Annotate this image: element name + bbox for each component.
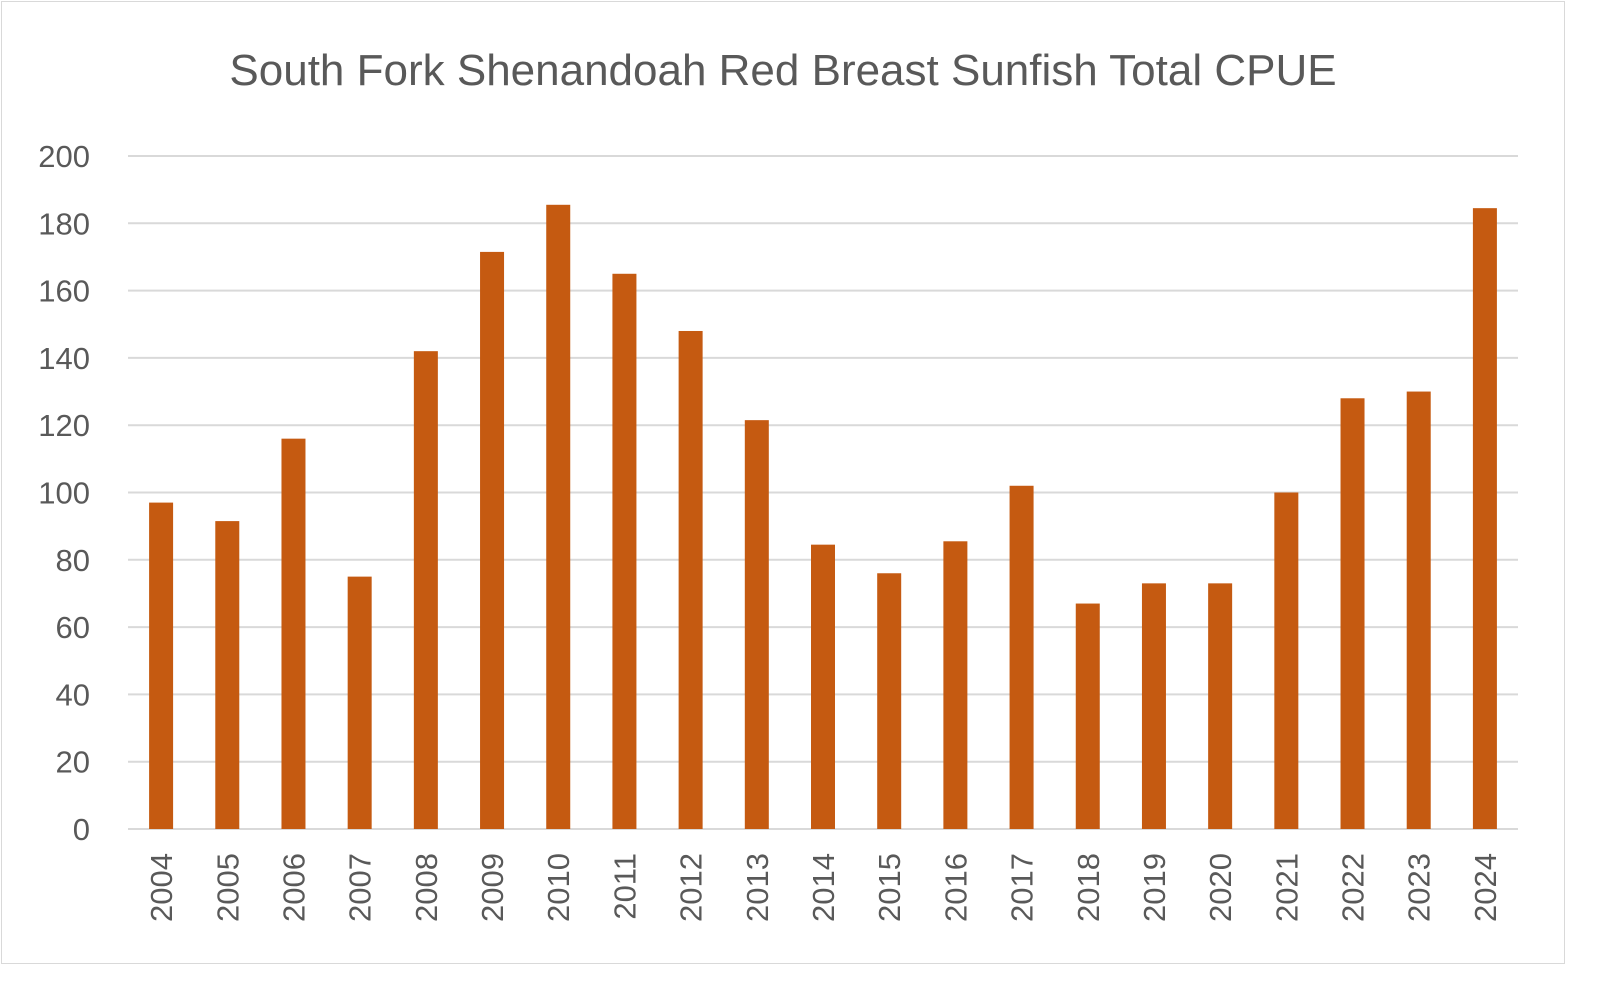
bar-2008 xyxy=(413,351,438,829)
bar-2007 xyxy=(347,576,372,829)
y-tick-label: 200 xyxy=(38,139,90,174)
bar-2010 xyxy=(546,204,571,830)
y-tick-label: 0 xyxy=(73,812,90,847)
bar-2012 xyxy=(678,330,703,829)
x-tick-label: 2008 xyxy=(409,853,444,922)
x-tick-label: 2010 xyxy=(541,853,576,922)
x-tick-label: 2017 xyxy=(1005,853,1040,922)
bar-2014 xyxy=(811,544,835,829)
x-tick-label: 2004 xyxy=(144,853,179,922)
y-tick-label: 80 xyxy=(56,543,90,578)
x-axis-ticks: 2004 2005 2006 2007 2008 2009 2010 2011 2012 2013… xyxy=(144,853,1503,922)
x-tick-label: 2015 xyxy=(872,853,907,922)
bar-2017 xyxy=(1009,485,1034,829)
y-tick-label: 100 xyxy=(38,476,90,511)
x-tick-label: 2011 xyxy=(607,853,642,920)
bars xyxy=(149,204,1497,830)
bar-2023 xyxy=(1406,391,1431,829)
bar-2022 xyxy=(1340,398,1365,829)
x-tick-label: 2006 xyxy=(276,853,311,922)
x-tick-label: 2022 xyxy=(1336,853,1371,922)
x-tick-label: 2016 xyxy=(938,853,973,922)
bar-2019 xyxy=(1141,583,1166,829)
y-axis-ticks: 0 20 40 60 80 100 120 140 160 180 200 xyxy=(38,139,90,847)
bar-2018 xyxy=(1075,603,1100,829)
bar-2024 xyxy=(1472,208,1497,830)
x-tick-label: 2018 xyxy=(1071,853,1106,922)
y-tick-label: 120 xyxy=(38,408,90,443)
bar-2005 xyxy=(215,521,240,829)
y-tick-label: 180 xyxy=(38,206,90,241)
x-tick-label: 2007 xyxy=(343,853,378,922)
x-tick-label: 2014 xyxy=(806,853,841,922)
chart-frame xyxy=(1,1,1565,964)
bar-2011 xyxy=(612,273,637,829)
x-tick-label: 2012 xyxy=(674,853,709,922)
y-tick-label: 20 xyxy=(56,745,90,780)
bar-2009 xyxy=(480,251,505,830)
bar-2013 xyxy=(744,420,769,829)
y-tick-label: 60 xyxy=(56,610,90,645)
x-tick-label: 2023 xyxy=(1402,853,1437,922)
bar-2006 xyxy=(281,438,306,829)
chart-title: South Fork Shenandoah Red Breast Sunfish… xyxy=(229,46,1336,95)
bar-2020 xyxy=(1208,583,1233,829)
bar-2021 xyxy=(1274,492,1299,829)
x-tick-label: 2024 xyxy=(1468,853,1503,922)
x-tick-label: 2013 xyxy=(740,853,775,922)
bar-2016 xyxy=(943,541,968,829)
bar-2004 xyxy=(149,502,174,829)
x-tick-label: 2009 xyxy=(475,853,510,922)
y-tick-label: 140 xyxy=(38,341,90,376)
x-tick-label: 2021 xyxy=(1269,853,1304,922)
x-tick-label: 2020 xyxy=(1203,853,1238,922)
y-tick-label: 40 xyxy=(56,677,90,712)
x-tick-label: 2005 xyxy=(210,853,245,922)
bar-2015 xyxy=(877,573,902,829)
y-tick-label: 160 xyxy=(38,274,90,309)
x-tick-label: 2019 xyxy=(1137,853,1172,922)
